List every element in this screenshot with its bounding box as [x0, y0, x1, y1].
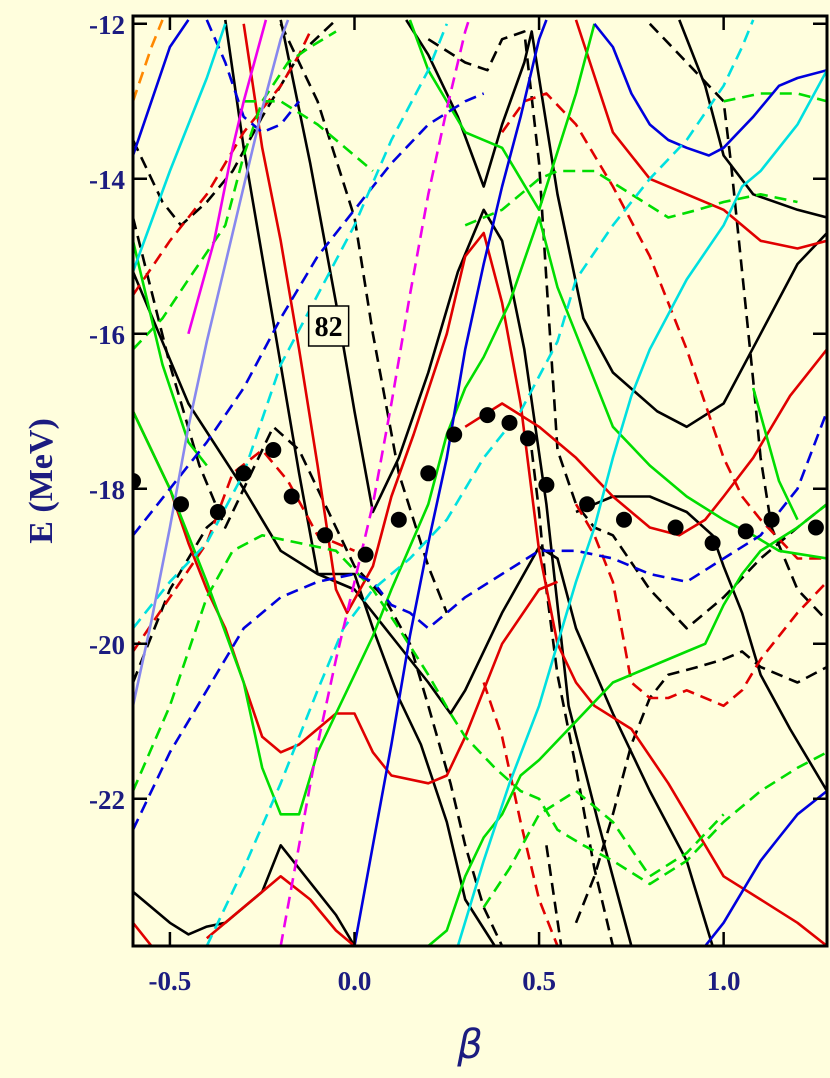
y-tick-label: -22: [89, 785, 125, 815]
data-point-7: [317, 527, 333, 544]
series-layer: [133, 18, 827, 946]
level-line-9: [133, 18, 337, 227]
level-line-34: [133, 30, 337, 351]
level-line-10: [133, 217, 504, 946]
level-line-33: [751, 387, 799, 521]
y-tick-label: -16: [89, 320, 125, 350]
data-point-11: [446, 426, 463, 443]
level-line-25: [133, 448, 356, 653]
marker-layer: [133, 407, 824, 563]
data-point-10: [420, 465, 437, 482]
level-line-39: [482, 789, 725, 909]
level-line-42: [593, 22, 827, 157]
level-line-48: [456, 69, 827, 946]
data-point-3: [209, 504, 226, 520]
level-line-22: [205, 875, 356, 946]
level-line-21: [574, 19, 827, 250]
level-line-50: [205, 19, 755, 946]
level-line-3: [133, 890, 226, 936]
level-line-15: [545, 845, 563, 946]
tick-layer: [133, 16, 827, 946]
y-tick-label: -12: [89, 10, 125, 40]
data-point-4: [235, 465, 252, 482]
level-line-52: [279, 19, 471, 946]
level-line-51: [187, 19, 268, 335]
data-point-13: [501, 414, 518, 431]
plot-frame: [131, 14, 829, 948]
y-tick-label: -14: [89, 165, 125, 195]
data-point-2: [173, 496, 189, 513]
level-line-23: [133, 921, 153, 946]
annotation-layer: 82: [307, 305, 350, 347]
level-line-44: [133, 92, 485, 537]
level-line-19: [242, 23, 827, 946]
data-point-18: [667, 519, 684, 536]
level-line-14: [530, 449, 615, 946]
data-point-16: [579, 496, 596, 513]
x-tick-label: 1.0: [707, 966, 741, 996]
level-line-5: [224, 19, 496, 946]
level-line-16: [574, 650, 827, 924]
level-line-20: [464, 348, 827, 537]
data-point-9: [390, 511, 407, 528]
level-line-27: [574, 503, 827, 708]
x-tick-label: 0.5: [522, 966, 556, 996]
data-point-12: [479, 407, 496, 424]
level-line-28: [482, 682, 559, 946]
level-line-40: [133, 19, 190, 156]
data-point-1: [133, 473, 141, 489]
level-line-36: [243, 100, 374, 172]
level-line-1: [133, 271, 714, 946]
data-point-15: [538, 476, 555, 493]
data-point-22: [807, 519, 824, 536]
annotation-box: [307, 305, 350, 347]
data-point-21: [763, 511, 780, 528]
data-point-19: [704, 535, 721, 551]
x-tick-label: 0.0: [338, 966, 372, 996]
data-point-14: [520, 430, 536, 447]
y-tick-label: -18: [89, 475, 125, 505]
level-line-43: [704, 789, 827, 946]
level-line-17: [648, 22, 827, 622]
level-line-31: [354, 503, 827, 946]
level-line-54: [133, 19, 164, 102]
level-line-41: [353, 19, 548, 946]
x-tick-label: -0.5: [149, 966, 192, 996]
level-line-47: [133, 23, 227, 273]
level-line-11: [133, 511, 227, 683]
data-point-5: [265, 442, 282, 458]
level-line-6: [405, 19, 827, 429]
data-point-17: [616, 511, 632, 528]
level-line-8: [678, 19, 827, 219]
level-line-45: [133, 410, 827, 831]
level-line-53: [133, 19, 290, 707]
data-point-20: [737, 523, 754, 540]
level-line-12: [279, 23, 449, 614]
annotation-label: 82: [315, 312, 343, 343]
level-line-46: [205, 19, 301, 134]
data-point-8: [357, 546, 374, 563]
y-axis-title: E (MeV): [23, 418, 60, 544]
label-layer: -0.5 0.0 0.5 1.0 -12 -14 -16 -18 -20 -22: [89, 10, 741, 996]
y-tick-label: -20: [89, 630, 125, 660]
data-point-6: [283, 488, 300, 505]
level-line-49: [133, 23, 449, 630]
x-axis-title: β: [456, 1022, 483, 1068]
level-line-35: [133, 534, 827, 886]
